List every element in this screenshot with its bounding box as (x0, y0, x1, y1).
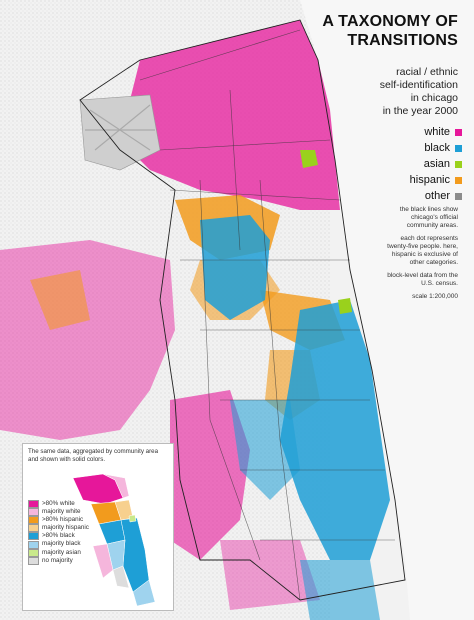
inset-area-black (98, 519, 126, 545)
subtitle-line: in the year 2000 (382, 105, 458, 117)
inset-legend-swatch (28, 524, 39, 533)
inset-legend-swatch (28, 548, 39, 557)
inset-description: The same data, aggregated by community a… (28, 448, 159, 463)
inset-legend-item: majority hispanic (28, 524, 89, 533)
inset-legend-label: majority black (42, 540, 81, 548)
title-line-1: A TAXONOMY OF (322, 13, 458, 30)
note-dot-definition: each dot represents twenty-five people. … (387, 235, 458, 266)
subtitle-line: self-identification (379, 79, 458, 91)
region-white-southwest (170, 390, 250, 560)
inset-legend-item: >80% white (28, 500, 89, 509)
legend-label: other (424, 190, 450, 202)
region-black-south (280, 300, 390, 560)
inset-legend-item: majority asian (28, 549, 89, 557)
inset-legend-swatch (28, 540, 39, 549)
region-black-west (200, 215, 270, 320)
inset-legend-label: majority asian (42, 548, 81, 556)
legend-item-hispanic: hispanic (410, 172, 462, 188)
map-subtitle: racial / ethnic self-identification in c… (380, 66, 458, 118)
inset-legend-label: >80% hispanic (42, 516, 84, 524)
inset-legend-label: >80% white (42, 500, 75, 507)
legend-item-other: other (410, 188, 462, 204)
city-boundary (79, 19, 406, 601)
map-title: A TAXONOMY OF TRANSITIONS (322, 12, 458, 50)
inset-area-asian (128, 514, 137, 523)
inset-legend-item: >80% black (28, 532, 89, 541)
inset-legend-item: majority black (28, 540, 89, 549)
inset-map-panel: The same data, aggregated by community a… (22, 443, 174, 611)
inset-legend-label: majority white (42, 508, 81, 516)
community-area-lines (139, 29, 395, 601)
region-asian-south (338, 298, 352, 314)
legend-label: hispanic (409, 174, 450, 186)
legend-label: white (424, 126, 450, 138)
legend-item-asian: asian (410, 156, 462, 172)
inset-area-no-majority (112, 565, 130, 589)
region-black-far-south (300, 560, 380, 620)
lake-michigan (300, 0, 474, 620)
legend-swatch (455, 176, 462, 184)
inset-legend-swatch (28, 500, 39, 509)
inset-legend-item: majority white (28, 508, 89, 517)
inset-legend-swatch (28, 516, 39, 525)
region-white-south (220, 540, 320, 610)
region-white-north (120, 20, 340, 210)
note-data-source: block-level data from the U.S. census. (387, 272, 458, 287)
inset-area-white-2 (102, 473, 130, 499)
inset-legend-label: no majority (42, 556, 73, 564)
inset-legend-swatch (28, 532, 39, 541)
color-legend: white black asian hispanic other (410, 124, 462, 204)
legend-item-white: white (410, 124, 462, 140)
inset-legend-item: no majority (28, 557, 89, 565)
legend-swatch (455, 192, 462, 200)
inset-legend-swatch (28, 508, 39, 517)
note-scale: scale 1:200,000 (412, 293, 458, 300)
inset-legend-swatch (28, 556, 39, 565)
legend-swatch (455, 128, 462, 136)
region-asian-north (300, 150, 318, 168)
region-hispanic-far (30, 270, 90, 330)
inset-aggregated-map (72, 473, 156, 607)
inset-area-far-south (132, 579, 156, 607)
inset-legend: >80% white majority white >80% hispanic … (28, 500, 89, 565)
legend-swatch (455, 160, 462, 168)
region-black-southwest (230, 400, 300, 500)
legend-label: asian (423, 158, 450, 170)
legend-label: black (424, 142, 450, 154)
subtitle-line: in chicago (410, 92, 458, 104)
inset-legend-label: majority hispanic (42, 524, 89, 532)
map-notes: the black lines show chicago's official … (378, 206, 458, 306)
title-line-2: TRANSITIONS (347, 32, 458, 49)
legend-item-black: black (410, 140, 462, 156)
note-community-areas: the black lines show chicago's official … (399, 206, 458, 229)
legend-swatch (455, 144, 462, 152)
inset-legend-label: >80% black (42, 532, 75, 540)
subtitle-line: racial / ethnic (396, 66, 458, 78)
inset-legend-item: >80% hispanic (28, 516, 89, 525)
